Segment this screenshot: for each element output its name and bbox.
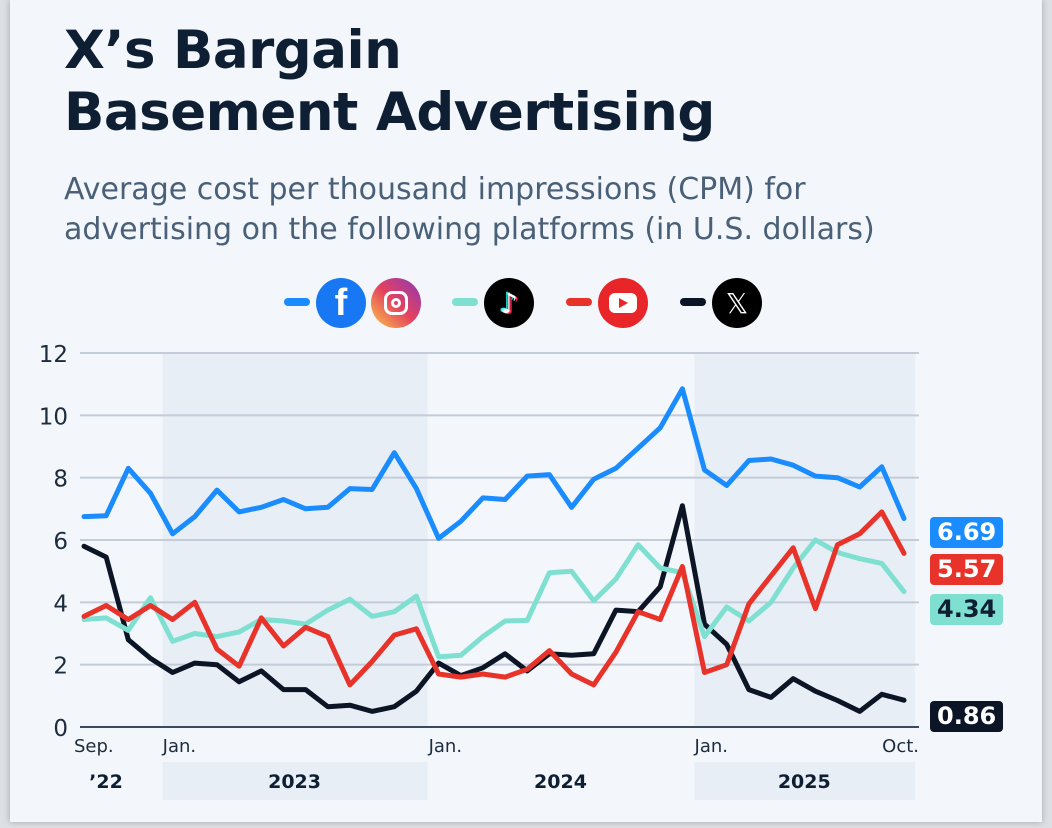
x-tick-label: Jan. xyxy=(162,736,196,757)
year-label: 2023 xyxy=(268,771,321,793)
legend-swatch xyxy=(284,298,310,306)
series-line-youtube xyxy=(81,509,907,688)
end-value-label: 6.69 xyxy=(930,517,1004,548)
x-tick-label: Oct. xyxy=(882,736,919,757)
y-tick-label: 10 xyxy=(39,404,68,430)
series-line-facebook-instagram xyxy=(81,386,907,541)
y-tick-label: 0 xyxy=(53,716,68,742)
year-label-shade xyxy=(694,762,916,800)
end-value-label: 5.57 xyxy=(930,554,1004,585)
title-line-2: Basement Advertising xyxy=(64,82,715,143)
x-tick-label: Jan. xyxy=(428,736,462,757)
y-tick-label: 2 xyxy=(53,654,68,680)
chart-subtitle: Average cost per thousand impressions (C… xyxy=(64,170,875,250)
legend-swatch xyxy=(452,298,478,306)
instagram-icon xyxy=(371,278,421,328)
facebook-icon: f xyxy=(316,278,366,328)
series-line-x xyxy=(81,503,907,714)
legend-swatch xyxy=(566,298,592,306)
series-line-tiktok xyxy=(81,537,907,660)
tiktok-icon: ♪ xyxy=(484,278,534,328)
x-icon: 𝕏 xyxy=(712,278,762,328)
chart-title: X’s Bargain Basement Advertising xyxy=(64,20,715,144)
y-tick-label: 8 xyxy=(53,467,68,493)
year-label: ’22 xyxy=(89,771,123,793)
year-label-shade xyxy=(162,762,428,800)
legend-swatch xyxy=(680,298,706,306)
youtube-icon xyxy=(598,278,648,328)
year-label: 2025 xyxy=(778,771,831,793)
x-tick-label: Jan. xyxy=(694,736,728,757)
x-tick-label: Sep. xyxy=(74,736,114,757)
title-line-1: X’s Bargain xyxy=(64,20,402,81)
year-label: 2024 xyxy=(534,771,587,793)
subtitle-line-1: Average cost per thousand impressions (C… xyxy=(64,172,806,207)
end-value-label: 4.34 xyxy=(930,594,1004,625)
y-tick-label: 6 xyxy=(53,529,68,555)
end-value-label: 0.86 xyxy=(930,701,1004,732)
y-tick-label: 4 xyxy=(53,591,68,617)
subtitle-line-2: advertising on the following platforms (… xyxy=(64,212,875,247)
y-tick-label: 12 xyxy=(39,342,68,368)
